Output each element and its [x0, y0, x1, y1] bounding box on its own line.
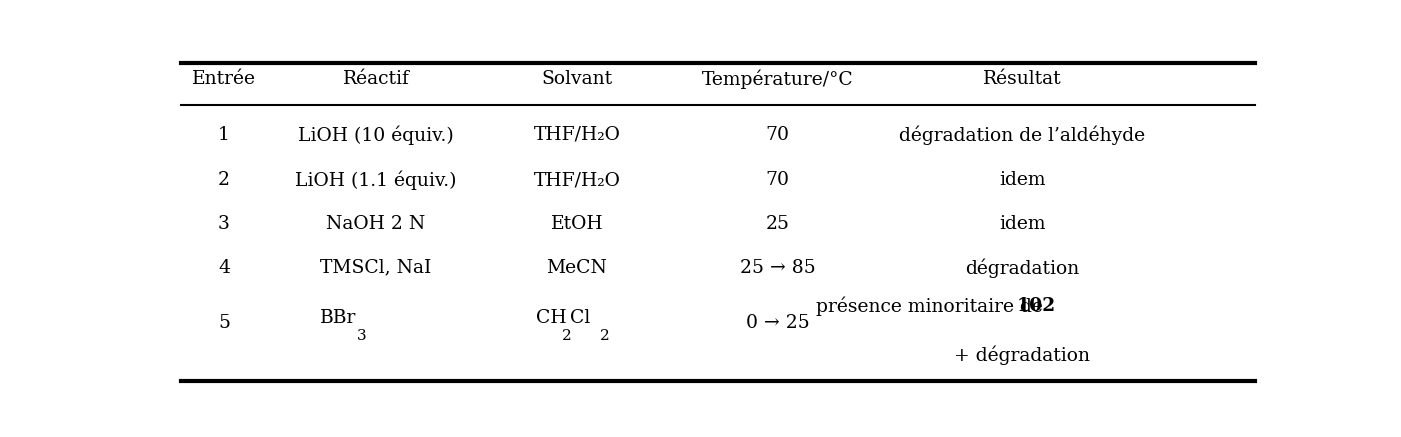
Text: BBr: BBr [319, 309, 356, 327]
Text: Entrée: Entrée [192, 70, 256, 88]
Text: 102: 102 [1017, 298, 1056, 316]
Text: idem: idem [999, 215, 1045, 233]
Text: présence minoritaire de: présence minoritaire de [815, 297, 1048, 316]
Text: Température/°C: Température/°C [702, 69, 853, 89]
Text: 3: 3 [356, 329, 366, 343]
Text: Réactif: Réactif [343, 70, 409, 88]
Text: TMSCl, NaI: TMSCl, NaI [321, 259, 432, 277]
Text: dégradation de l’aldéhyde: dégradation de l’aldéhyde [899, 125, 1145, 145]
Text: dégradation: dégradation [965, 258, 1079, 277]
Text: THF/H₂O: THF/H₂O [534, 126, 621, 144]
Text: + dégradation: + dégradation [954, 346, 1090, 365]
Text: LiOH (1.1 équiv.): LiOH (1.1 équiv.) [296, 170, 457, 190]
Text: THF/H₂O: THF/H₂O [534, 171, 621, 189]
Text: 5: 5 [219, 314, 230, 332]
Text: NaOH 2 N: NaOH 2 N [326, 215, 426, 233]
Text: 70: 70 [766, 126, 790, 144]
Text: EtOH: EtOH [551, 215, 604, 233]
Text: Cl: Cl [570, 309, 591, 327]
Text: 25: 25 [766, 215, 790, 233]
Text: 2: 2 [219, 171, 230, 189]
Text: 1: 1 [219, 126, 230, 144]
Text: idem: idem [999, 171, 1045, 189]
Text: 2: 2 [600, 329, 609, 343]
Text: 4: 4 [219, 259, 230, 277]
Text: 70: 70 [766, 171, 790, 189]
Text: MeCN: MeCN [546, 259, 607, 277]
Text: 3: 3 [219, 215, 230, 233]
Text: Résultat: Résultat [982, 70, 1062, 88]
Text: LiOH (10 équiv.): LiOH (10 équiv.) [298, 125, 454, 145]
Text: 0 → 25: 0 → 25 [745, 314, 810, 332]
Text: CH: CH [535, 309, 566, 327]
Text: Solvant: Solvant [541, 70, 612, 88]
Text: 2: 2 [562, 329, 572, 343]
Text: 25 → 85: 25 → 85 [740, 259, 815, 277]
